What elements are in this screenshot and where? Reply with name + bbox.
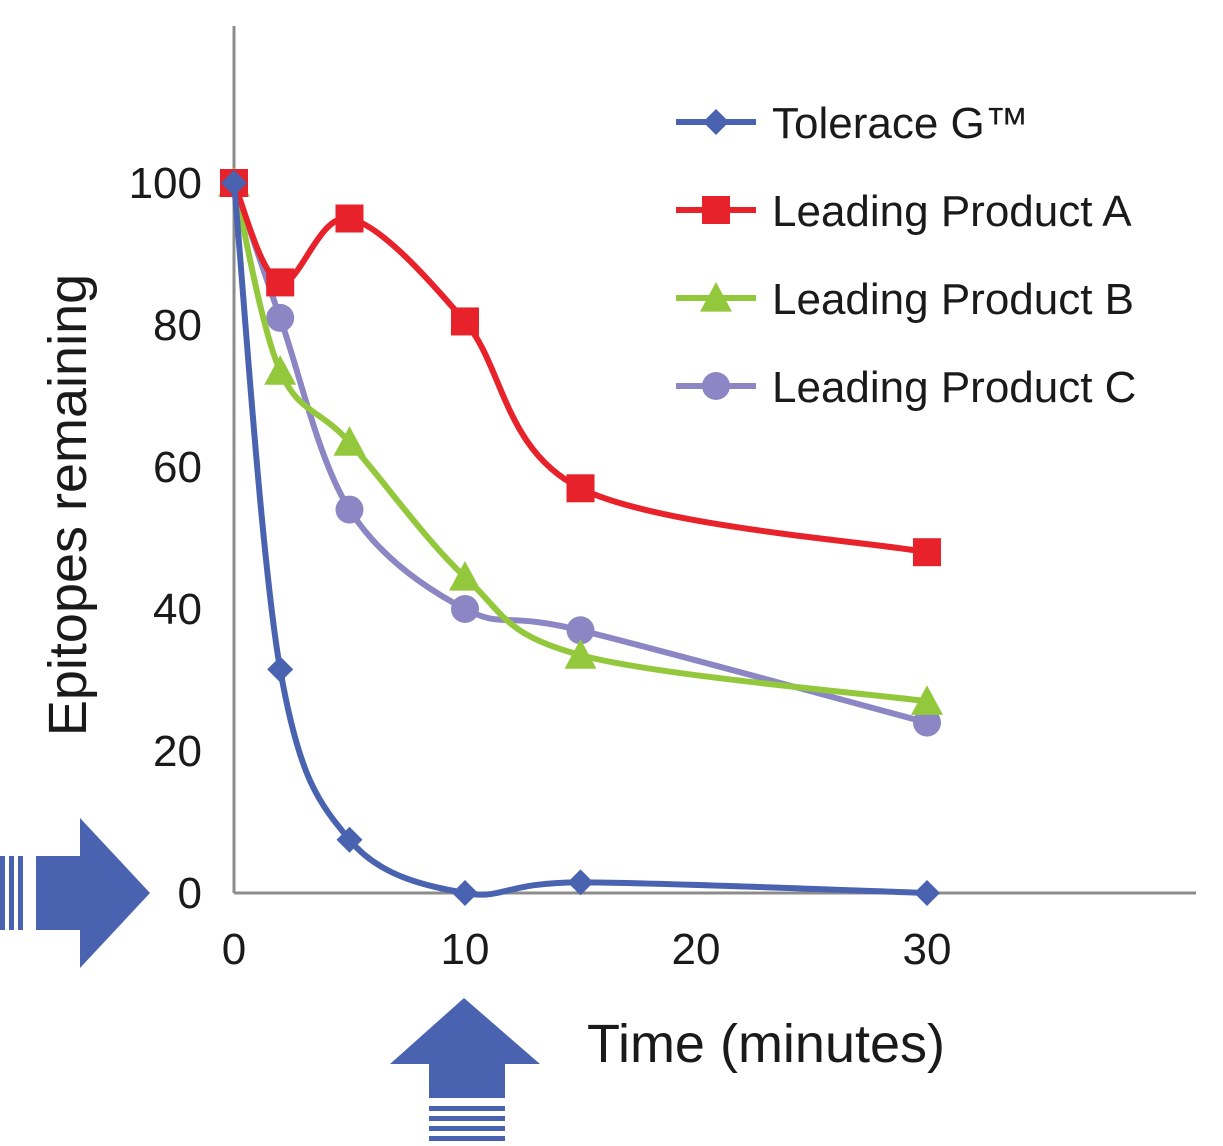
- x-tick-label: 10: [441, 925, 490, 974]
- arrow-tail-stripe: [429, 1136, 505, 1141]
- data-point: [451, 595, 479, 623]
- x-tick-label: 0: [222, 925, 246, 974]
- legend: Tolerace G™ Leading Product A Leading Prod…: [676, 99, 1136, 412]
- legend-marker: [700, 282, 732, 312]
- x-tick-label: 30: [903, 925, 952, 974]
- data-point: [335, 204, 364, 233]
- data-point: [449, 561, 481, 591]
- series-group: [218, 167, 943, 906]
- data-point: [564, 639, 597, 669]
- data-point: [913, 538, 941, 567]
- legend-marker: [702, 372, 730, 400]
- legend-entry: Leading Product A: [676, 187, 1132, 236]
- arrow-head: [390, 998, 540, 1098]
- arrow-tail-stripe: [0, 856, 5, 930]
- legend-entry: Tolerace G™: [676, 99, 1029, 148]
- data-point: [267, 656, 294, 683]
- data-point: [335, 495, 364, 524]
- data-point: [566, 474, 595, 503]
- arrow-tail-stripe: [429, 1116, 505, 1121]
- data-point: [221, 170, 247, 196]
- up-arrow-annotation: [390, 998, 540, 1141]
- legend-marker: [702, 196, 730, 224]
- arrow-tail-stripe: [429, 1126, 505, 1131]
- legend-label: Tolerace G™: [772, 99, 1029, 148]
- data-point: [913, 708, 941, 737]
- y-tick-label: 0: [178, 869, 202, 918]
- series-1: [220, 169, 941, 567]
- y-tick-label: 100: [129, 159, 202, 208]
- legend-entry: Leading Product C: [676, 363, 1136, 412]
- y-tick-label: 20: [153, 727, 202, 776]
- x-tick-label: 20: [672, 925, 721, 974]
- data-point: [266, 268, 295, 297]
- axes: [232, 26, 1196, 895]
- legend-label: Leading Product C: [772, 363, 1136, 412]
- y-tick-label: 60: [153, 443, 202, 492]
- tick-labels: 0 10 20 30 0 20 40 60 80 100: [129, 159, 952, 974]
- legend-entry: Leading Product B: [676, 275, 1134, 324]
- arrow-head: [36, 818, 150, 968]
- legend-label: Leading Product A: [772, 187, 1132, 236]
- series-line: [231, 180, 930, 898]
- y-tick-label: 40: [153, 585, 202, 634]
- data-point: [914, 880, 940, 906]
- data-point: [567, 869, 594, 896]
- data-point: [566, 616, 595, 645]
- data-point: [911, 685, 943, 715]
- data-point: [336, 826, 363, 853]
- y-tick-label: 80: [153, 301, 202, 350]
- data-point: [266, 303, 295, 332]
- series-0: [221, 170, 940, 906]
- legend-marker: [703, 109, 729, 135]
- x-axis-title: Time (minutes): [587, 1014, 945, 1074]
- data-point: [451, 307, 479, 336]
- right-arrow-annotation: [0, 818, 150, 968]
- arrow-tail-stripe: [429, 1106, 505, 1111]
- arrow-tail-stripe: [18, 856, 23, 930]
- data-point: [452, 880, 478, 906]
- arrow-tail-stripe: [9, 856, 14, 930]
- legend-label: Leading Product B: [772, 275, 1134, 324]
- data-point: [264, 355, 297, 385]
- annotations: [0, 818, 540, 1141]
- data-point: [333, 426, 366, 456]
- y-axis-title: Epitopes remaining: [38, 274, 98, 736]
- series-line: [231, 180, 930, 705]
